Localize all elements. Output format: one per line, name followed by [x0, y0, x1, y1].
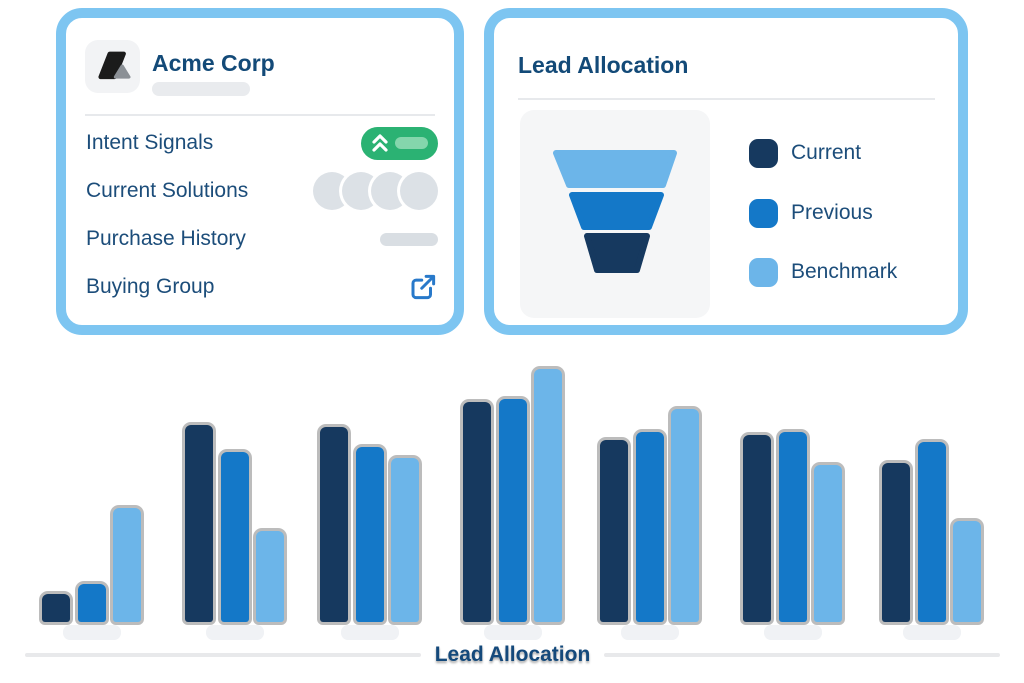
- history-placeholder-bar: [380, 232, 438, 246]
- x-tick-placeholder: [206, 625, 264, 640]
- legend-item-current: Current: [749, 138, 861, 168]
- x-tick-placeholder: [764, 625, 822, 640]
- bar-benchmark: [256, 531, 284, 622]
- legend-item-benchmark: Benchmark: [749, 257, 897, 287]
- row-current-solutions: Current Solutions: [86, 169, 438, 213]
- bar-previous: [918, 442, 946, 622]
- bar-current: [320, 427, 348, 622]
- bar-previous: [78, 584, 106, 622]
- funnel-chart: [553, 150, 677, 273]
- double-chevron-up-icon: [372, 134, 388, 152]
- avatar: [400, 172, 438, 210]
- funnel-panel: [520, 110, 710, 318]
- bar-benchmark: [534, 369, 562, 622]
- bar-current: [882, 463, 910, 622]
- x-tick-placeholder: [63, 625, 121, 640]
- legend-swatch-current: [749, 138, 778, 168]
- legend-label: Previous: [791, 201, 873, 224]
- legend-label: Benchmark: [791, 260, 898, 283]
- acme-logo-icon: [97, 51, 130, 79]
- x-axis: Lead Allocation: [25, 641, 1001, 669]
- legend-swatch-benchmark: [749, 257, 778, 287]
- bar-benchmark: [814, 465, 842, 622]
- card-divider: [518, 98, 935, 100]
- card-divider: [85, 114, 435, 116]
- intent-toggle[interactable]: [361, 126, 438, 160]
- external-link-icon[interactable]: [408, 272, 438, 302]
- row-intent-signals: Intent Signals: [86, 121, 438, 165]
- subtitle-placeholder: [152, 82, 250, 96]
- axis-title: Lead Allocation: [434, 643, 591, 666]
- solution-avatars: [313, 172, 438, 210]
- bar-benchmark: [391, 458, 419, 622]
- bar-current: [463, 402, 491, 622]
- bar-current: [743, 435, 771, 622]
- row-label: Intent Signals: [86, 131, 214, 154]
- legend-label: Current: [791, 141, 862, 164]
- bar-current: [185, 425, 213, 622]
- bar-current: [600, 440, 628, 622]
- bar-previous: [356, 447, 384, 622]
- bar-benchmark: [113, 508, 141, 622]
- bar-previous: [779, 432, 807, 622]
- company-card: Acme Corp Intent Signals Current Solutio…: [56, 8, 464, 335]
- company-logo: [85, 40, 140, 93]
- row-label: Purchase History: [86, 227, 246, 250]
- x-tick-placeholder: [341, 625, 399, 640]
- row-label: Buying Group: [86, 275, 215, 298]
- bar-benchmark: [671, 409, 699, 622]
- axis-line-right: [604, 653, 1001, 657]
- bar-previous: [636, 432, 664, 622]
- bar-previous: [221, 452, 249, 622]
- bar-current: [42, 594, 70, 622]
- axis-line-left: [25, 653, 421, 657]
- x-tick-placeholder: [621, 625, 679, 640]
- bar-benchmark: [953, 521, 981, 622]
- legend-swatch-previous: [749, 198, 778, 228]
- company-name: Acme Corp: [152, 50, 275, 76]
- bar-previous: [499, 399, 527, 622]
- row-buying-group: Buying Group: [86, 265, 438, 309]
- row-label: Current Solutions: [86, 179, 249, 202]
- x-tick-placeholder: [903, 625, 961, 640]
- x-tick-placeholder: [484, 625, 542, 640]
- lead-allocation-card: Lead Allocation Current Previous Benchma…: [484, 8, 968, 335]
- legend-item-previous: Previous: [749, 198, 873, 228]
- toggle-knob-bar: [395, 137, 428, 149]
- row-purchase-history: Purchase History: [86, 217, 438, 261]
- card-title: Lead Allocation: [518, 52, 689, 78]
